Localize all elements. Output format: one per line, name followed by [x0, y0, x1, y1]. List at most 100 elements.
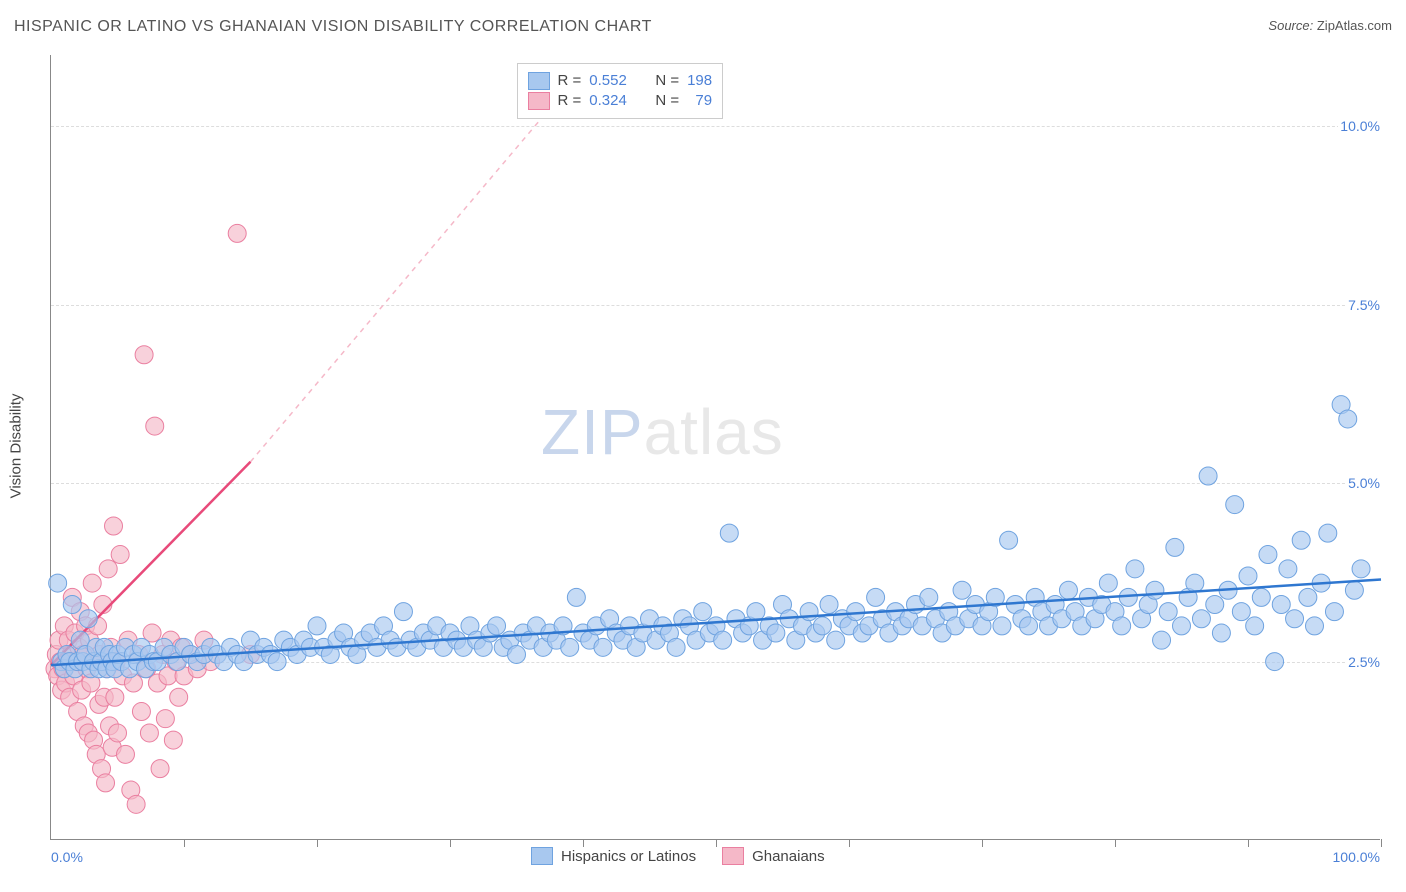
data-point-hispanic [1232, 603, 1250, 621]
data-point-hispanic [867, 588, 885, 606]
x-tick [1381, 839, 1382, 847]
legend-swatch-ghanaian [722, 847, 744, 865]
legend-swatch-ghanaian [528, 92, 550, 110]
data-point-hispanic [1146, 581, 1164, 599]
data-point-hispanic [1020, 617, 1038, 635]
legend-n-ghanaian: 79 [687, 92, 712, 109]
data-point-hispanic [1059, 581, 1077, 599]
data-point-hispanic [1299, 588, 1317, 606]
data-point-hispanic [1325, 603, 1343, 621]
data-point-hispanic [308, 617, 326, 635]
x-tick [583, 839, 584, 847]
trendline-extension-ghanaian [251, 69, 584, 462]
correlation-legend: R = 0.552 N = 198 R = 0.324 N = 79 [517, 63, 724, 119]
x-tick [450, 839, 451, 847]
data-point-ghanaian [97, 774, 115, 792]
data-point-ghanaian [105, 517, 123, 535]
data-point-hispanic [561, 638, 579, 656]
data-point-hispanic [1292, 531, 1310, 549]
data-point-hispanic [820, 596, 838, 614]
data-point-ghanaian [151, 760, 169, 778]
data-point-hispanic [920, 588, 938, 606]
data-point-hispanic [1153, 631, 1171, 649]
data-point-hispanic [1206, 596, 1224, 614]
scatter-svg [51, 55, 1381, 840]
data-point-hispanic [1319, 524, 1337, 542]
legend-swatch-hispanic [531, 847, 553, 865]
data-point-hispanic [953, 581, 971, 599]
data-point-hispanic [594, 638, 612, 656]
data-point-ghanaian [140, 724, 158, 742]
chart-container: HISPANIC OR LATINO VS GHANAIAN VISION DI… [0, 0, 1406, 892]
data-point-hispanic [1339, 410, 1357, 428]
data-point-hispanic [394, 603, 412, 621]
data-point-hispanic [1279, 560, 1297, 578]
x-tick [1248, 839, 1249, 847]
data-point-hispanic [1000, 531, 1018, 549]
data-point-hispanic [1239, 567, 1257, 585]
data-point-hispanic [813, 617, 831, 635]
legend-row-ghanaian: R = 0.324 N = 79 [528, 92, 713, 110]
data-point-hispanic [747, 603, 765, 621]
data-point-ghanaian [132, 703, 150, 721]
data-point-hispanic [1226, 496, 1244, 514]
data-point-hispanic [667, 638, 685, 656]
x-tick [184, 839, 185, 847]
data-point-ghanaian [99, 560, 117, 578]
y-axis-title: Vision Disability [8, 394, 25, 499]
data-point-ghanaian [127, 795, 145, 813]
data-point-ghanaian [106, 688, 124, 706]
data-point-hispanic [1166, 538, 1184, 556]
data-point-ghanaian [135, 346, 153, 364]
data-point-hispanic [49, 574, 67, 592]
source-label: Source: [1268, 18, 1313, 33]
data-point-hispanic [1186, 574, 1204, 592]
data-point-hispanic [79, 610, 97, 628]
data-point-hispanic [1259, 546, 1277, 564]
data-point-ghanaian [228, 224, 246, 242]
data-point-hispanic [694, 603, 712, 621]
data-point-hispanic [720, 524, 738, 542]
data-point-ghanaian [164, 731, 182, 749]
x-tick [716, 839, 717, 847]
data-point-hispanic [1199, 467, 1217, 485]
data-point-hispanic [508, 645, 526, 663]
chart-title: HISPANIC OR LATINO VS GHANAIAN VISION DI… [14, 18, 652, 36]
x-axis-label: 100.0% [1333, 849, 1380, 865]
data-point-hispanic [1352, 560, 1370, 578]
data-point-hispanic [1345, 581, 1363, 599]
x-tick [849, 839, 850, 847]
data-point-hispanic [1286, 610, 1304, 628]
data-point-hispanic [767, 624, 785, 642]
plot-area: ZIPatlas 2.5%5.0%7.5%10.0%0.0%100.0%R = … [50, 55, 1380, 840]
legend-label-hispanic: Hispanics or Latinos [561, 848, 696, 865]
x-tick [317, 839, 318, 847]
data-point-hispanic [1173, 617, 1191, 635]
data-point-hispanic [1159, 603, 1177, 621]
data-point-hispanic [827, 631, 845, 649]
x-axis-label: 0.0% [51, 849, 83, 865]
data-point-hispanic [993, 617, 1011, 635]
data-point-hispanic [488, 617, 506, 635]
legend-r-hispanic: 0.552 [589, 72, 627, 89]
data-point-hispanic [847, 603, 865, 621]
data-point-hispanic [714, 631, 732, 649]
data-point-hispanic [1306, 617, 1324, 635]
data-point-hispanic [268, 653, 286, 671]
data-point-ghanaian [170, 688, 188, 706]
legend-n-hispanic: 198 [687, 72, 712, 89]
data-point-hispanic [1266, 653, 1284, 671]
source-value: ZipAtlas.com [1317, 18, 1392, 33]
data-point-hispanic [1113, 617, 1131, 635]
data-point-hispanic [63, 596, 81, 614]
source-attribution: Source: ZipAtlas.com [1268, 18, 1392, 33]
legend-swatch-hispanic [528, 72, 550, 90]
series-legend: Hispanics or LatinosGhanaians [531, 847, 843, 865]
data-point-ghanaian [109, 724, 127, 742]
x-tick [1115, 839, 1116, 847]
legend-row-hispanic: R = 0.552 N = 198 [528, 72, 713, 90]
data-point-hispanic [567, 588, 585, 606]
x-tick [982, 839, 983, 847]
data-point-hispanic [1272, 596, 1290, 614]
data-point-ghanaian [146, 417, 164, 435]
